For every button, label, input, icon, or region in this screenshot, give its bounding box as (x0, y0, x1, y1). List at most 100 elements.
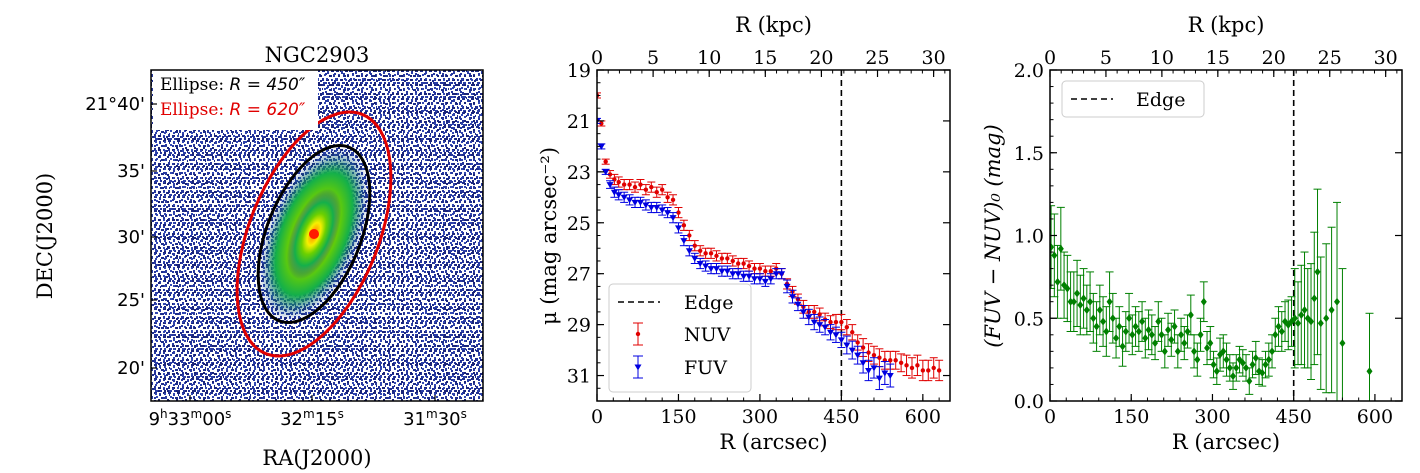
data-point (1152, 339, 1159, 348)
data-point (1187, 310, 1194, 319)
top-xtick-label: 0 (1044, 47, 1056, 69)
data-point (1210, 360, 1217, 369)
data-point (746, 263, 752, 269)
ytick-label: 19 (567, 60, 591, 82)
top-xtick-label: 15 (753, 47, 777, 69)
legend-box (608, 283, 752, 393)
image-legend-entry: Ellipse: R = 450″ (160, 75, 306, 95)
data-point (904, 363, 909, 368)
image-legend-box (153, 70, 318, 130)
data-point (866, 350, 871, 355)
data-point (1239, 358, 1246, 367)
data-point (730, 258, 735, 264)
data-point (703, 251, 708, 256)
data-point (1093, 322, 1100, 331)
data-point (740, 273, 748, 280)
data-point (888, 358, 893, 363)
data-point (708, 251, 714, 256)
ellipse-620 (235, 110, 393, 358)
xtick-label: 600 (1357, 406, 1393, 428)
data-point (812, 309, 817, 315)
data-point (1155, 317, 1162, 326)
data-point (871, 352, 877, 358)
data-point (643, 187, 649, 192)
data-point (719, 256, 725, 261)
data-point (926, 368, 931, 373)
top-xtick-label: 10 (1150, 47, 1174, 69)
data-point (1275, 322, 1282, 331)
data-point (821, 324, 829, 331)
data-point (696, 261, 704, 268)
data-point (817, 312, 822, 317)
data-point (931, 365, 936, 371)
data-point (860, 345, 866, 350)
data-point (636, 199, 644, 206)
data-point (1295, 319, 1302, 328)
data-point (602, 169, 610, 176)
data-point (702, 263, 710, 270)
data-point (621, 182, 627, 187)
sky-image-panel: Ellipse: R = 450″ Ellipse: R = 620″ NGC290… (33, 43, 484, 470)
top-xtick-label: 15 (1206, 47, 1230, 69)
data-point (920, 368, 926, 373)
data-point (1054, 277, 1061, 286)
image-legend-entry: Ellipse: R = 620″ (160, 100, 306, 120)
data-point (877, 355, 882, 360)
plot-area (1050, 70, 1374, 401)
data-point (654, 190, 659, 195)
data-point (827, 329, 835, 336)
data-point (1223, 355, 1230, 364)
data-point (659, 187, 665, 192)
data-point (1057, 244, 1064, 253)
data-point (1278, 327, 1285, 336)
data-point (1080, 294, 1087, 303)
data-point (632, 184, 638, 190)
legend-box (1061, 80, 1205, 118)
data-point (626, 197, 634, 204)
image-ytick-label: 35' (117, 161, 145, 182)
data-point (855, 340, 860, 345)
ytick-label: 27 (567, 264, 591, 286)
data-point (1145, 325, 1152, 334)
xtick-label: 300 (742, 406, 778, 428)
data-point (756, 276, 764, 283)
data-point (687, 233, 692, 238)
data-point (1311, 294, 1318, 303)
data-point (816, 322, 824, 329)
legend-nuv-marker (635, 331, 641, 337)
data-point (837, 337, 845, 344)
image-title: NGC2903 (265, 43, 370, 67)
top-xtick-label: 10 (697, 47, 721, 69)
data-point (828, 319, 833, 325)
data-point (685, 248, 693, 255)
data-point (653, 204, 661, 211)
data-point (1135, 327, 1142, 336)
data-point (778, 271, 786, 278)
data-point (757, 266, 763, 271)
top-xtick-label: 5 (1100, 47, 1112, 69)
data-point (772, 271, 780, 278)
data-point (1265, 355, 1272, 364)
top-xlabel: R (kpc) (1188, 13, 1265, 37)
data-point (1064, 284, 1071, 293)
data-point (794, 301, 802, 308)
data-point (1070, 297, 1077, 306)
image-xtick-label: 9h33m00s (149, 407, 232, 430)
data-point (875, 375, 883, 382)
legend-label: FUV (684, 357, 727, 379)
image-ytick-label: 20' (117, 358, 145, 379)
data-point (1207, 339, 1214, 348)
ytick-label: 29 (567, 315, 591, 337)
data-point (848, 347, 856, 354)
data-point (1050, 243, 1055, 252)
data-point (1178, 330, 1185, 339)
data-point (1323, 314, 1330, 323)
data-point (761, 278, 769, 285)
data-point (844, 324, 850, 330)
data-point (665, 195, 670, 200)
data-point (1129, 330, 1136, 339)
data-point (658, 207, 666, 214)
xtick-label: 0 (591, 406, 603, 428)
image-ytick-label: 25' (117, 290, 145, 311)
